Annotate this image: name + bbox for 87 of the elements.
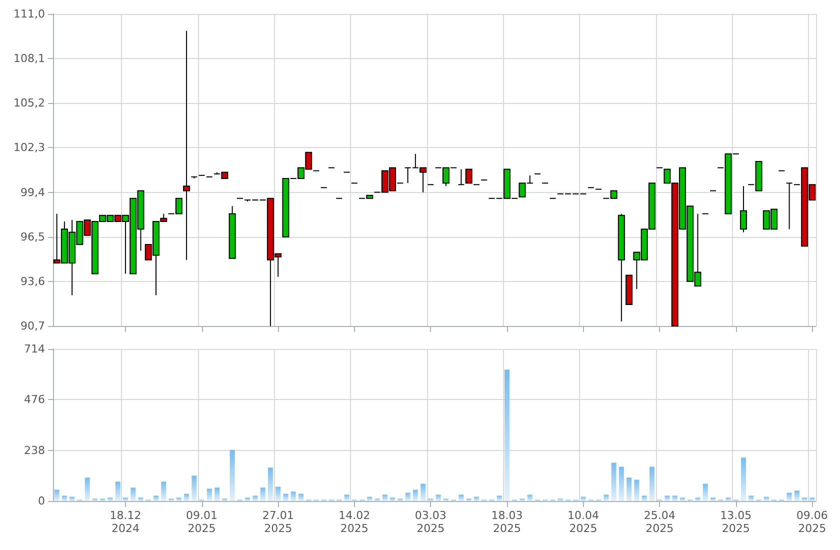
- bar: [702, 484, 708, 501]
- bar: [268, 468, 273, 501]
- bar: [802, 498, 808, 501]
- candlestick: [465, 168, 472, 184]
- bar: [810, 498, 815, 501]
- x-tick-label: 09.06 2025: [796, 509, 828, 535]
- bar: [496, 496, 502, 501]
- x-tick-label: 25.04 2025: [644, 509, 676, 535]
- x-tick-label: 10.04 2025: [568, 509, 600, 535]
- bar: [680, 498, 685, 501]
- bar: [412, 490, 418, 501]
- y-tick-label: 714: [24, 342, 45, 356]
- bar: [695, 498, 700, 501]
- bar: [283, 494, 288, 501]
- y-tick-label: 90,7: [20, 320, 45, 332]
- y-tick-label: 99,4: [20, 186, 45, 199]
- bar: [664, 496, 670, 501]
- bar: [726, 498, 731, 501]
- y-tick-label: 93,6: [20, 274, 45, 288]
- x-tick-label: 27.01 2025: [262, 509, 294, 535]
- bar: [382, 494, 388, 501]
- x-tick-label: 09.01 2025: [186, 509, 218, 535]
- bar: [176, 498, 182, 501]
- bar: [344, 494, 350, 501]
- y-tick-label: 105,2: [14, 96, 45, 110]
- bar: [62, 496, 67, 501]
- bar: [115, 482, 120, 501]
- y-tick-label: 111,0: [14, 8, 45, 20]
- y-tick-label: 476: [24, 393, 45, 406]
- y-tick-label: 96,5: [20, 230, 45, 244]
- x-tick-label: 18.12 2024: [110, 509, 142, 535]
- bar: [290, 492, 296, 501]
- bar: [108, 498, 113, 501]
- bar: [604, 494, 609, 501]
- bar: [618, 466, 624, 501]
- bar: [54, 490, 60, 501]
- x-tick-label: 03.03 2025: [414, 509, 446, 535]
- bar: [184, 494, 190, 501]
- bar: [276, 486, 281, 501]
- bar: [252, 496, 258, 501]
- bar: [206, 488, 212, 501]
- bar: [260, 488, 266, 501]
- y-tick-label: 108,1: [14, 52, 45, 66]
- bar: [390, 498, 396, 501]
- bar: [794, 490, 800, 501]
- candlestick: [458, 168, 465, 186]
- y-tick-label: 0: [38, 494, 45, 508]
- candlestick: [740, 186, 748, 233]
- candlestick: [786, 182, 793, 230]
- bar: [245, 498, 250, 501]
- bar: [161, 482, 166, 501]
- bar: [764, 496, 769, 501]
- bar: [70, 496, 75, 501]
- bar: [214, 488, 220, 501]
- bar: [474, 496, 479, 501]
- bar: [580, 496, 586, 501]
- bar: [626, 478, 632, 501]
- bar: [298, 494, 304, 501]
- bar: [527, 494, 532, 501]
- bar: [84, 478, 90, 501]
- bar: [420, 484, 426, 501]
- bar: [230, 450, 235, 501]
- bar: [504, 370, 510, 501]
- bar: [130, 488, 136, 501]
- bar: [672, 496, 678, 501]
- bar: [748, 496, 754, 501]
- y-tick-label: 238: [24, 444, 45, 457]
- bar: [634, 480, 640, 501]
- x-tick-label: 14.02 2025: [338, 509, 370, 535]
- bar: [138, 498, 144, 501]
- bar: [642, 496, 647, 501]
- bar: [458, 494, 464, 501]
- x-tick-label: 13.05 2025: [720, 509, 752, 535]
- bar: [649, 466, 654, 501]
- bar: [710, 498, 716, 501]
- candlestick: [183, 30, 190, 260]
- bar: [611, 462, 616, 501]
- bar: [741, 458, 746, 501]
- bar: [154, 496, 159, 501]
- y-tick-label: 102,3: [14, 141, 45, 154]
- bar: [436, 494, 441, 501]
- bar: [405, 492, 410, 501]
- bar: [786, 492, 792, 501]
- bar: [192, 476, 197, 501]
- x-tick-label: 18.03 2025: [491, 509, 523, 535]
- bar: [367, 496, 372, 501]
- bar: [122, 498, 128, 501]
